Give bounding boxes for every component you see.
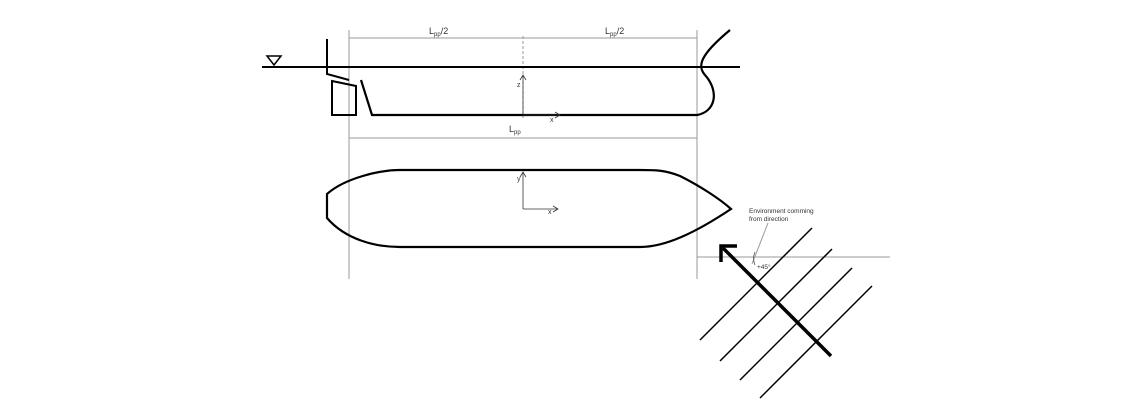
half-length-label-aft: Lpp/2: [429, 26, 448, 38]
plan-view: [325, 168, 733, 249]
side-x-arrowhead: [554, 111, 561, 119]
environment-label-line1: Environment comming: [749, 208, 814, 215]
environment-direction: [699, 227, 873, 399]
side-z-arrowhead: [519, 74, 527, 81]
side-x-axis-label: x: [550, 117, 554, 124]
waterline-symbol: [265, 55, 283, 67]
side-z-axis-label: z: [517, 82, 521, 89]
plan-x-axis-label: x: [548, 209, 552, 216]
direction-arrowhead: [719, 244, 737, 262]
stern-post: [326, 39, 350, 81]
wave-line-1: [699, 227, 813, 341]
environment-label-line2: from direction: [749, 216, 789, 223]
angle-arc: [753, 251, 756, 266]
environment-label-leader: [751, 222, 769, 265]
plan-y-arrowhead: [519, 171, 527, 178]
angle-label: +45°: [757, 263, 771, 271]
side-hull-outline: [359, 29, 731, 117]
wave-line-2: [719, 248, 833, 362]
direction-arrow-shaft: [721, 246, 833, 358]
length-label: Lpp: [509, 124, 521, 136]
side-view: [262, 29, 740, 119]
half-length-label-fore: Lpp/2: [605, 26, 624, 38]
plan-x-arrowhead: [552, 205, 559, 213]
plan-y-axis-label: y: [517, 176, 521, 183]
labels: Lpp/2 Lpp/2 Lpp z x y x Environment comm…: [429, 26, 814, 271]
rudder: [331, 79, 357, 116]
wave-line-3: [739, 267, 853, 381]
plan-hull-outline: [325, 168, 733, 249]
